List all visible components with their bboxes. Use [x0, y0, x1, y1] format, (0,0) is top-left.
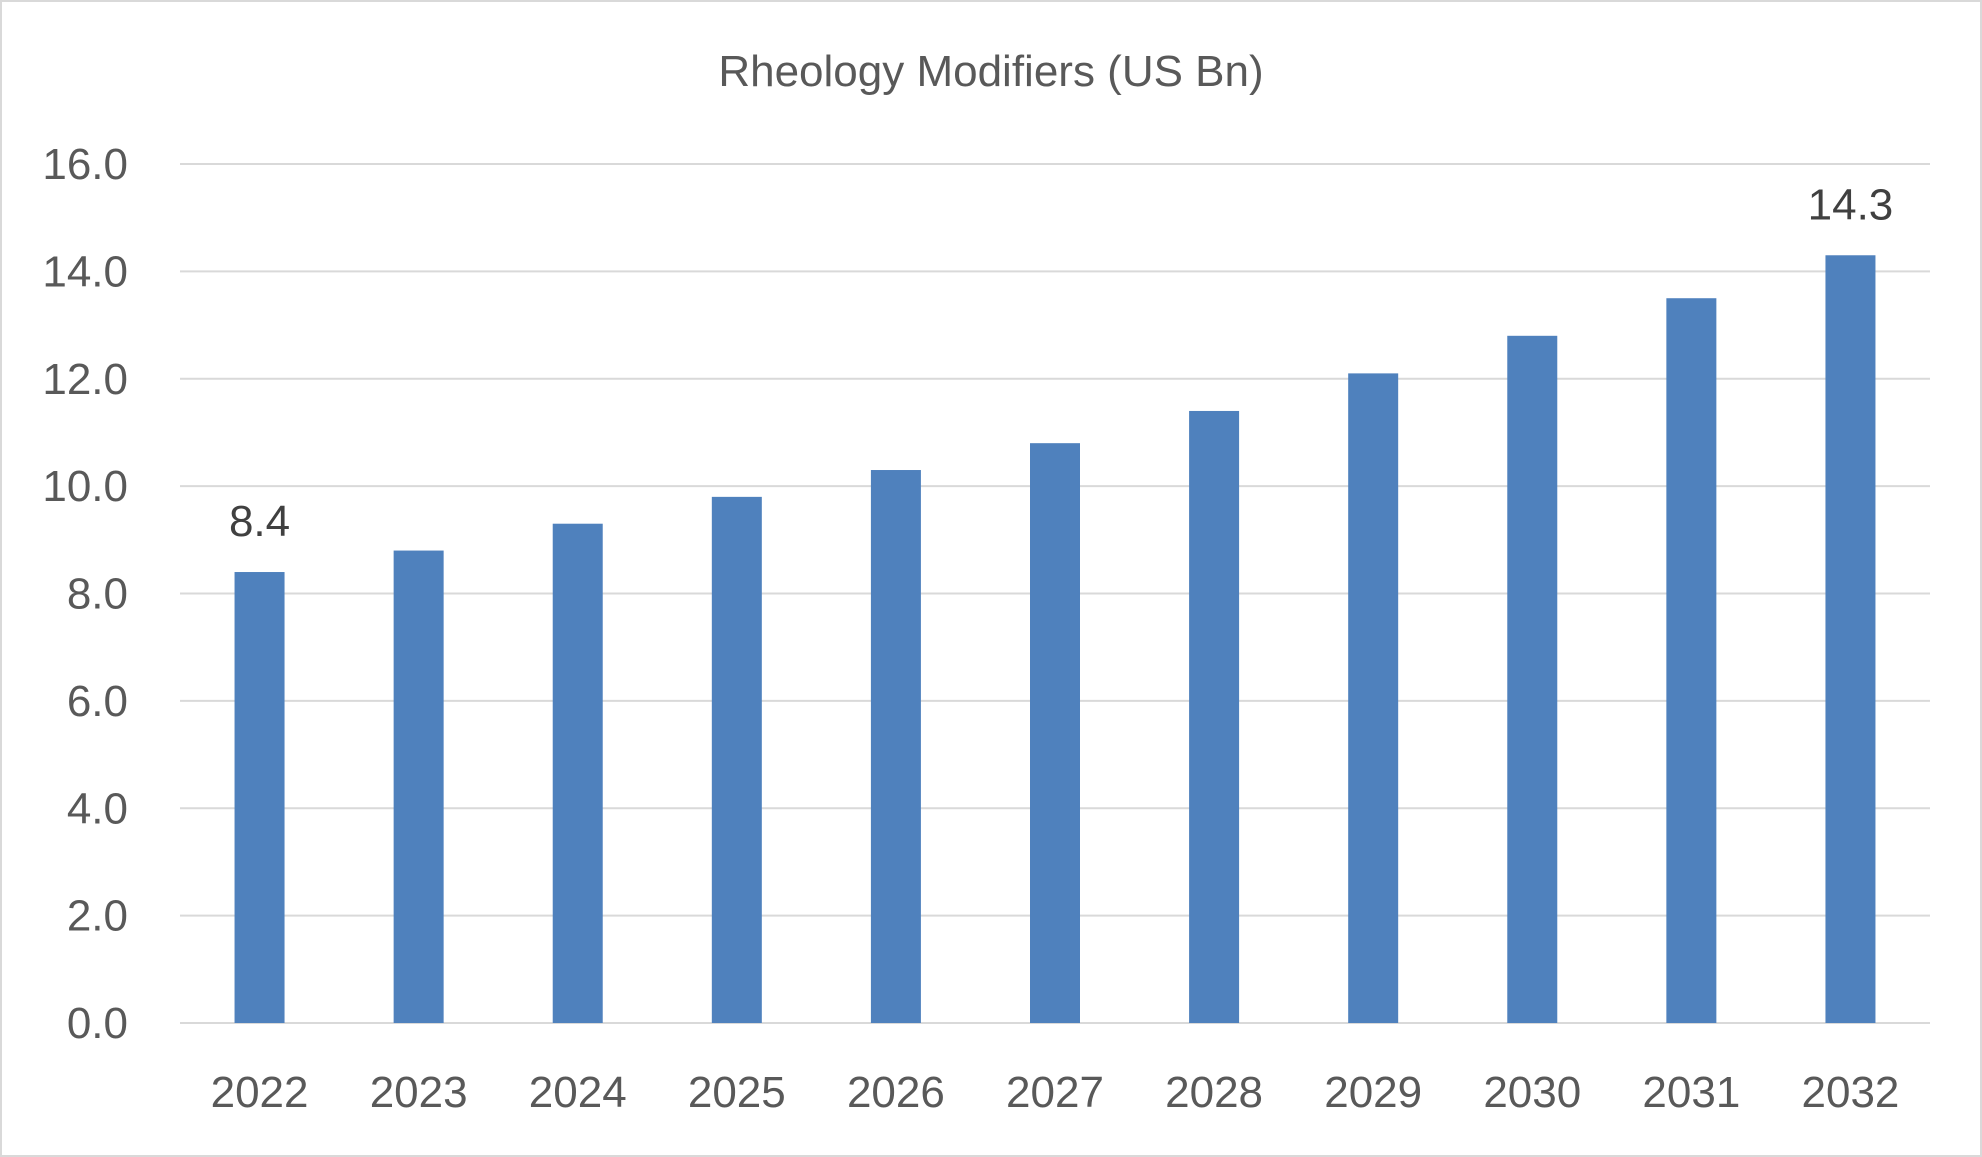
bars — [234, 255, 1876, 1024]
y-tick-label: 4.0 — [67, 784, 128, 833]
bar-2030 — [1507, 335, 1558, 1023]
x-tick-label: 2023 — [370, 1068, 468, 1117]
bar-2028 — [1189, 410, 1240, 1023]
x-tick-label: 2029 — [1324, 1068, 1422, 1117]
y-tick-label: 14.0 — [42, 247, 128, 296]
x-tick-label: 2031 — [1642, 1068, 1740, 1117]
bar-2025 — [711, 496, 762, 1023]
y-tick-label: 2.0 — [67, 892, 128, 941]
bar-2029 — [1348, 373, 1399, 1024]
bar-2032 — [1825, 255, 1876, 1024]
chart-title: Rheology Modifiers (US Bn) — [718, 47, 1263, 96]
bar-2026 — [870, 470, 921, 1023]
x-tick-label: 2025 — [688, 1068, 786, 1117]
x-tick-label: 2022 — [211, 1068, 309, 1117]
y-tick-label: 16.0 — [42, 140, 128, 189]
y-axis-tick-labels: 0.0 2.0 4.0 6.0 8.0 10.0 12.0 14.0 16.0 — [42, 140, 128, 1048]
bar-2027 — [1030, 443, 1080, 1023]
data-labels: 8.4 14.3 — [229, 180, 1893, 546]
y-tick-label: 10.0 — [42, 462, 128, 511]
y-tick-label: 8.0 — [67, 570, 128, 619]
y-tick-label: 0.0 — [67, 999, 128, 1048]
y-tick-label: 6.0 — [67, 677, 128, 726]
x-tick-label: 2027 — [1006, 1068, 1104, 1117]
x-tick-label: 2030 — [1483, 1068, 1581, 1117]
x-tick-label: 2032 — [1802, 1068, 1900, 1117]
data-label: 8.4 — [229, 497, 290, 546]
x-tick-label: 2024 — [529, 1068, 627, 1117]
x-axis-tick-labels: 2022 2023 2024 2025 2026 2027 2028 2029 2030 2031… — [211, 1068, 1900, 1117]
x-tick-label: 2028 — [1165, 1068, 1263, 1117]
bar-2022 — [234, 572, 285, 1023]
bar-2024 — [552, 523, 603, 1023]
bar-2023 — [393, 550, 444, 1023]
data-label: 14.3 — [1808, 180, 1894, 229]
bar-2031 — [1666, 298, 1717, 1023]
x-tick-label: 2026 — [847, 1068, 945, 1117]
y-tick-label: 12.0 — [42, 355, 128, 404]
